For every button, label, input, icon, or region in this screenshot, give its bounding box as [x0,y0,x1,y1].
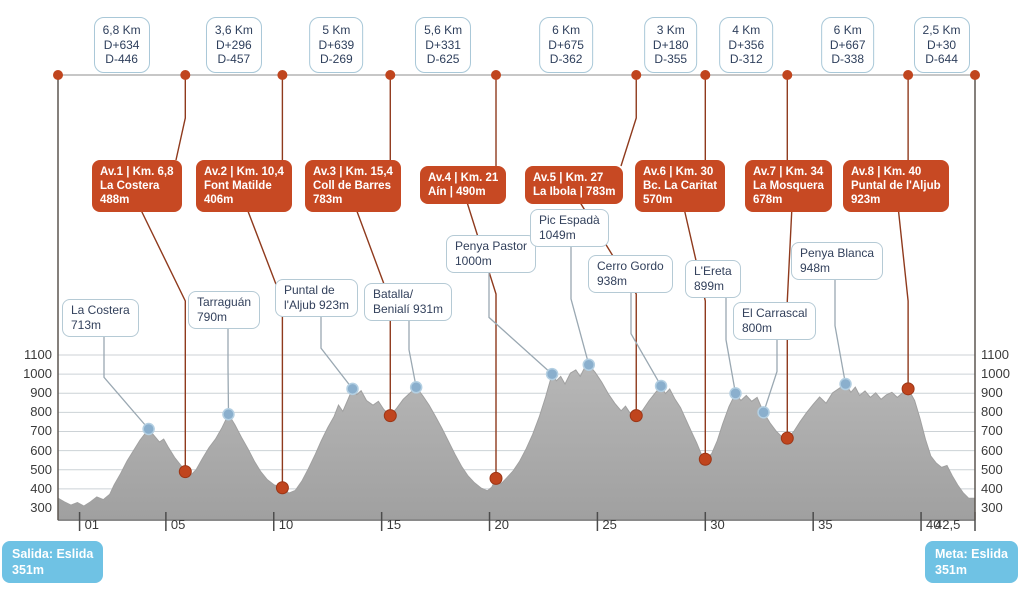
peak-dot [839,377,852,391]
start-box: Salida: Eslida 351m [2,541,104,583]
aid-station-dot [383,409,397,423]
top-line-dot [903,70,914,80]
aid-station-dot [489,471,503,485]
aid-station-dot [698,452,712,466]
aid-station-dot [275,481,289,495]
top-line-dot [970,70,980,80]
finish-label: Meta: Eslida [935,547,1008,561]
aid-station-dot [901,382,915,396]
aid-connector-lower [465,198,497,479]
aid-connector-lower [682,205,706,460]
peak-dot [346,382,359,396]
peak-dot [729,387,742,400]
top-line-dot [700,70,711,80]
start-altitude: 351m [12,563,44,577]
peak-leader-line [834,278,847,385]
top-line-dot [631,70,642,80]
elevation-profile-area [57,364,976,521]
peak-leader-line [488,271,553,375]
aid-connector-upper [175,75,187,161]
aid-connector-lower [138,205,187,472]
aid-connector-lower [786,205,793,439]
aid-station-dot [178,465,192,479]
start-label: Salida: Eslida [12,547,94,561]
top-line-dot [782,70,793,80]
peak-dot [222,408,235,421]
finish-altitude: 351m [935,563,967,577]
aid-connector-lower [897,205,909,389]
peak-leader-line [320,315,354,390]
peak-dot [654,379,668,393]
top-line-dot [53,70,63,80]
peak-leader-line [570,245,590,365]
top-line-dot [491,70,502,80]
peak-dot [757,406,770,419]
peak-dot [582,358,596,371]
top-line-dot [277,70,288,80]
peak-dot [545,367,559,381]
peak-leader-line [227,327,230,415]
aid-station-dot [780,431,794,445]
top-line-dot [385,70,396,80]
aid-station-dot [629,409,643,423]
peak-leader-line [103,335,150,430]
peak-dot [142,422,155,436]
finish-box: Meta: Eslida 351m [925,541,1018,583]
aid-connector-lower [354,205,391,416]
peak-leader-line [762,338,778,413]
top-line-dot [180,70,191,80]
peak-leader-line [725,296,737,394]
aid-connector-upper [620,75,637,167]
peak-dot [409,381,423,394]
peak-leader-line [630,291,662,387]
peak-leader-line [408,319,417,388]
aid-connector-lower [245,205,284,488]
